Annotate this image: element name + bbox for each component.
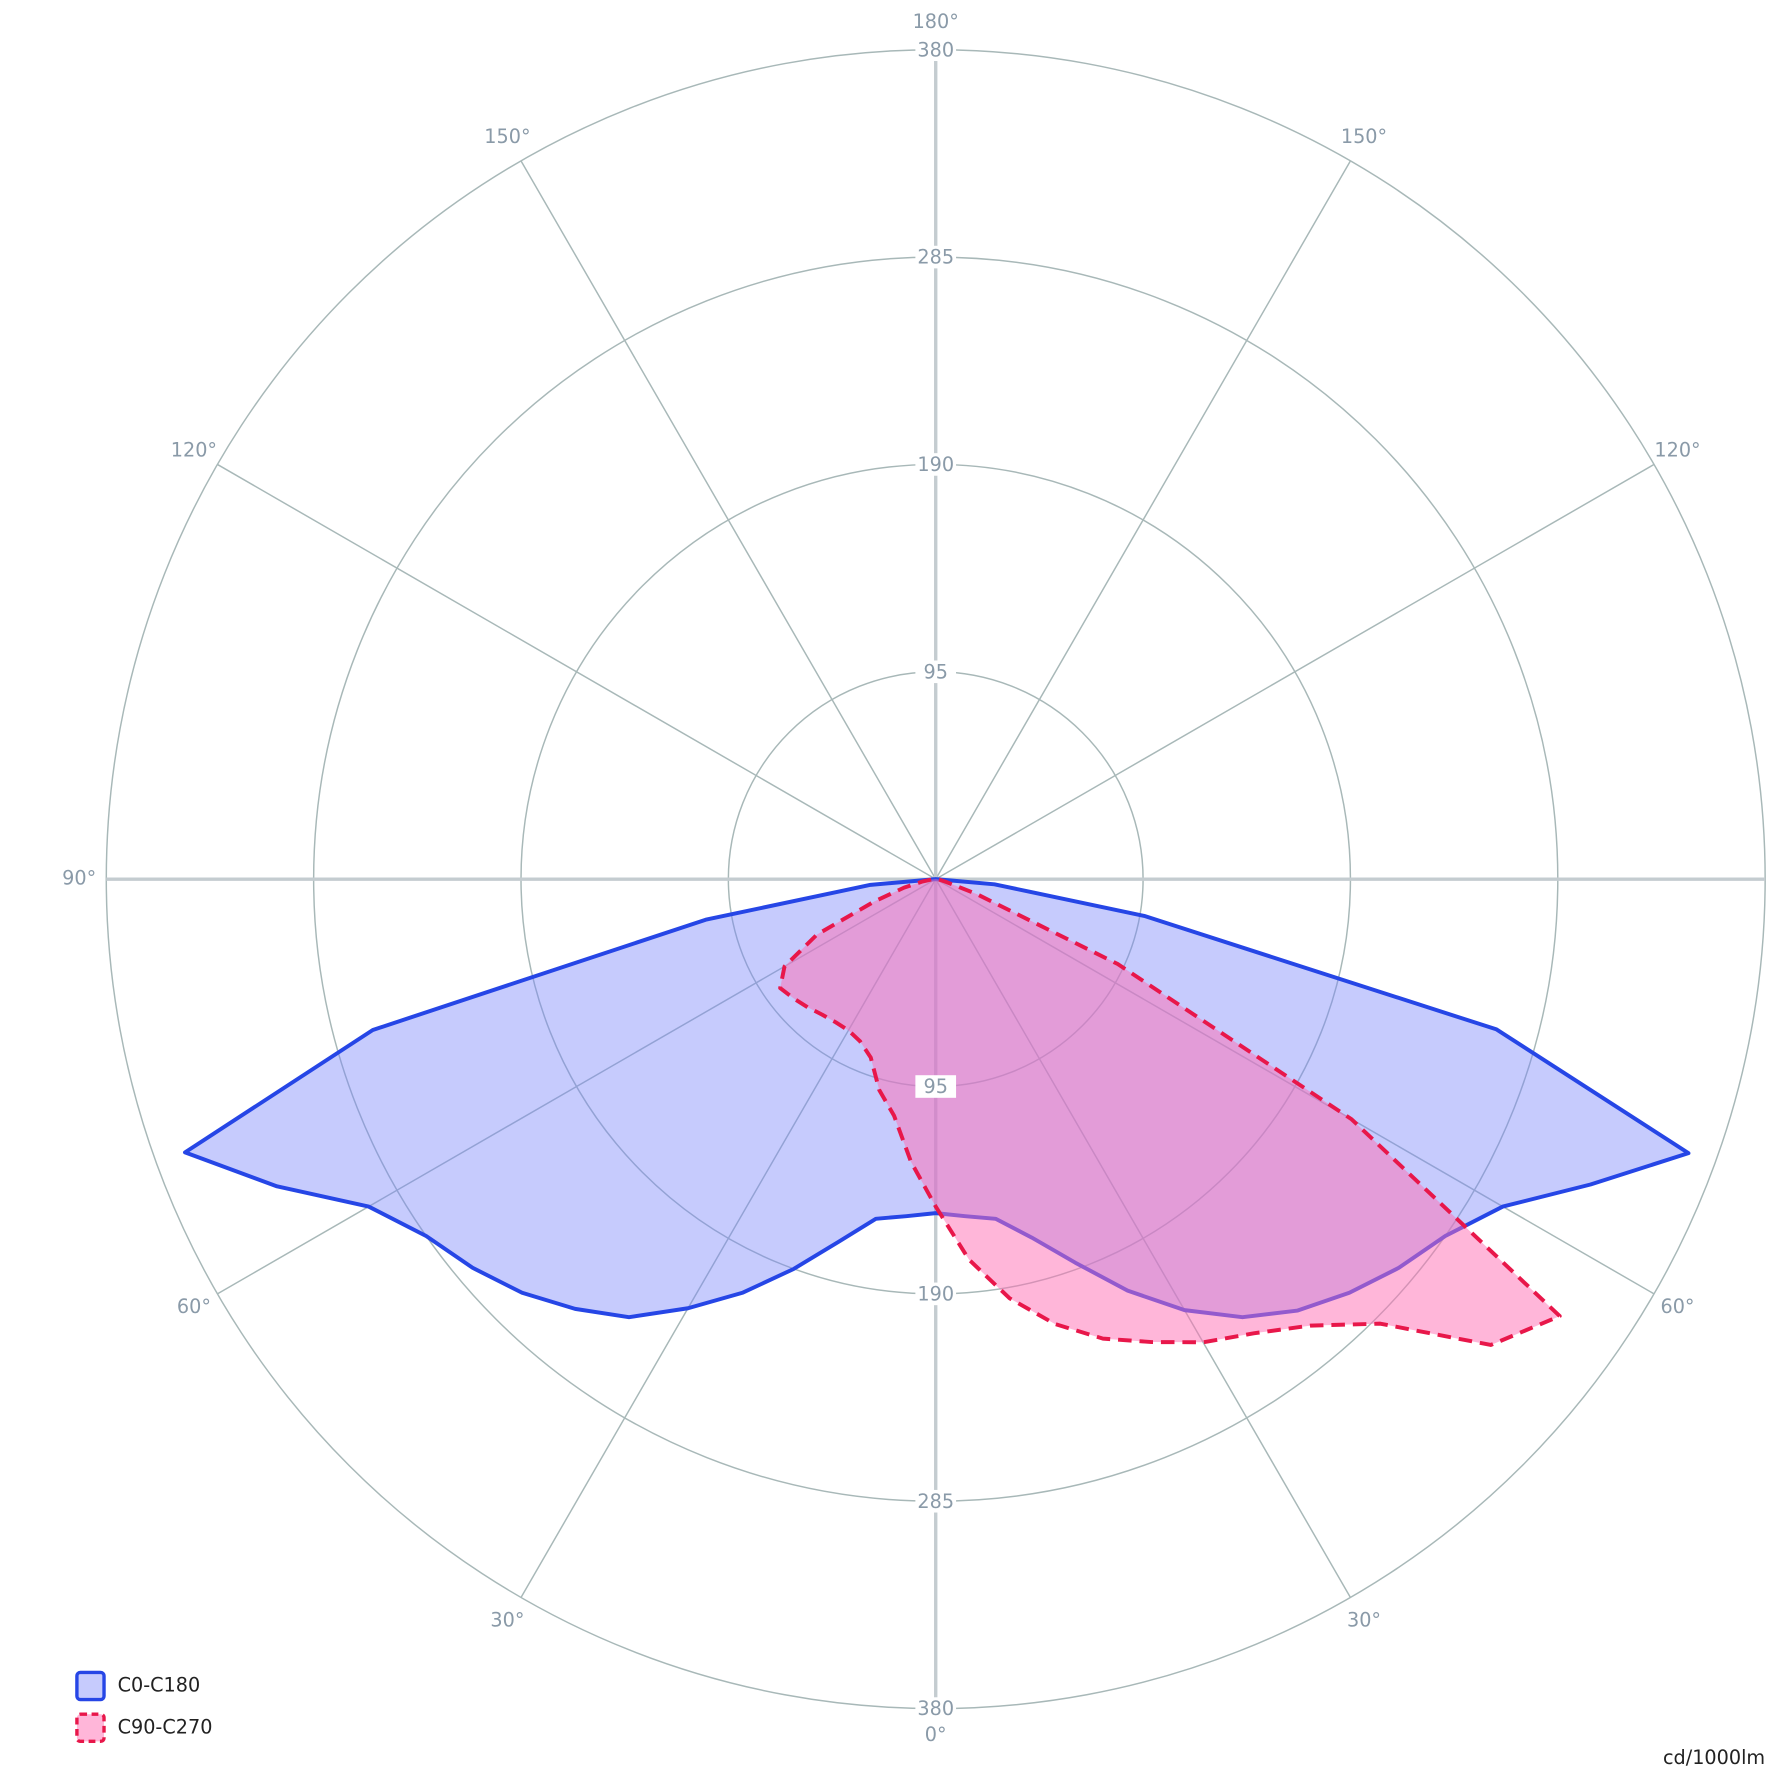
legend-label: C90-C270	[118, 1715, 213, 1738]
tick-label-bg	[915, 453, 957, 476]
legend-swatch	[75, 1712, 106, 1744]
r-tick-label: 190	[917, 453, 954, 476]
r-tick-label: 285	[917, 1490, 954, 1513]
angle-label: 30°	[1347, 1608, 1381, 1631]
angle-label: 120°	[171, 438, 217, 461]
r-tick-label: 190	[917, 1283, 954, 1306]
angle-label: 0°	[925, 1723, 947, 1746]
r-tick-label: 380	[917, 38, 954, 61]
tick-label-bg	[915, 245, 957, 269]
angle-label: 60°	[1660, 1295, 1694, 1318]
r-tick-label: 95	[924, 1075, 948, 1098]
r-tick-label: 285	[917, 246, 954, 269]
spoke	[935, 160, 1352, 880]
angle-label: 180°	[913, 10, 959, 33]
unit-label: cd/1000lm	[1663, 1746, 1765, 1769]
tick-label-bg	[915, 660, 957, 684]
legend-label: C0-C180	[118, 1673, 201, 1696]
angle-label: 90°	[62, 867, 96, 890]
angle-label: 120°	[1654, 438, 1700, 461]
angle-label: 150°	[1341, 125, 1387, 148]
r-tick-label: 380	[917, 1697, 954, 1720]
legend-swatch	[75, 1670, 106, 1702]
tick-label-bg	[915, 1697, 957, 1720]
tick-label-bg	[915, 38, 957, 62]
spoke	[217, 463, 937, 880]
spoke	[520, 160, 937, 880]
tick-label-bg	[915, 1489, 957, 1513]
r-tick-label: 95	[924, 660, 948, 683]
series-area	[778, 877, 1562, 1347]
tick-label-bg	[915, 1282, 957, 1306]
spoke	[935, 463, 1655, 880]
angle-label: 60°	[177, 1295, 211, 1318]
angle-label: 30°	[490, 1608, 524, 1631]
tick-label-bg	[915, 1075, 957, 1098]
angle-label: 150°	[484, 125, 530, 148]
